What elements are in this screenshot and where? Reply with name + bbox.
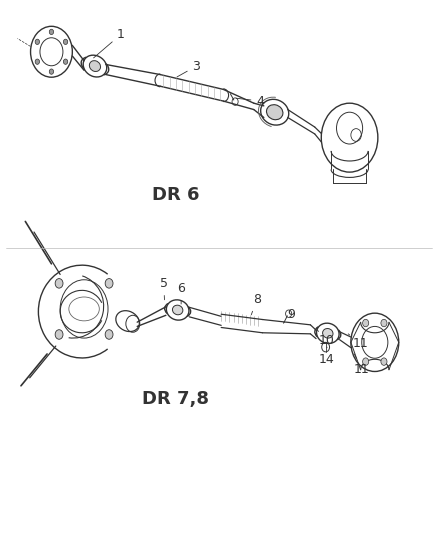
Ellipse shape (89, 61, 101, 71)
Circle shape (64, 59, 68, 64)
Text: 5: 5 (160, 277, 168, 300)
Text: 8: 8 (251, 293, 261, 315)
Ellipse shape (323, 328, 333, 338)
Text: 14: 14 (319, 347, 335, 366)
Circle shape (363, 319, 369, 327)
Text: 6: 6 (177, 282, 185, 304)
Text: DR 7,8: DR 7,8 (142, 390, 209, 408)
Text: 9: 9 (283, 308, 295, 323)
Circle shape (105, 279, 113, 288)
Ellipse shape (173, 305, 183, 315)
Circle shape (105, 330, 113, 339)
Circle shape (381, 319, 387, 327)
Circle shape (363, 358, 369, 365)
Circle shape (35, 59, 39, 64)
Circle shape (64, 39, 68, 44)
Ellipse shape (266, 104, 283, 120)
Text: 4: 4 (236, 94, 264, 108)
Circle shape (381, 358, 387, 365)
Circle shape (49, 29, 53, 35)
Circle shape (55, 330, 63, 339)
Circle shape (35, 39, 39, 44)
Text: 1: 1 (94, 28, 125, 58)
Text: DR 6: DR 6 (152, 186, 199, 204)
Circle shape (49, 69, 53, 74)
Circle shape (55, 279, 63, 288)
Text: 3: 3 (177, 60, 200, 77)
Text: 11: 11 (354, 354, 370, 376)
Text: 10: 10 (317, 329, 335, 347)
Text: 11: 11 (348, 334, 368, 350)
